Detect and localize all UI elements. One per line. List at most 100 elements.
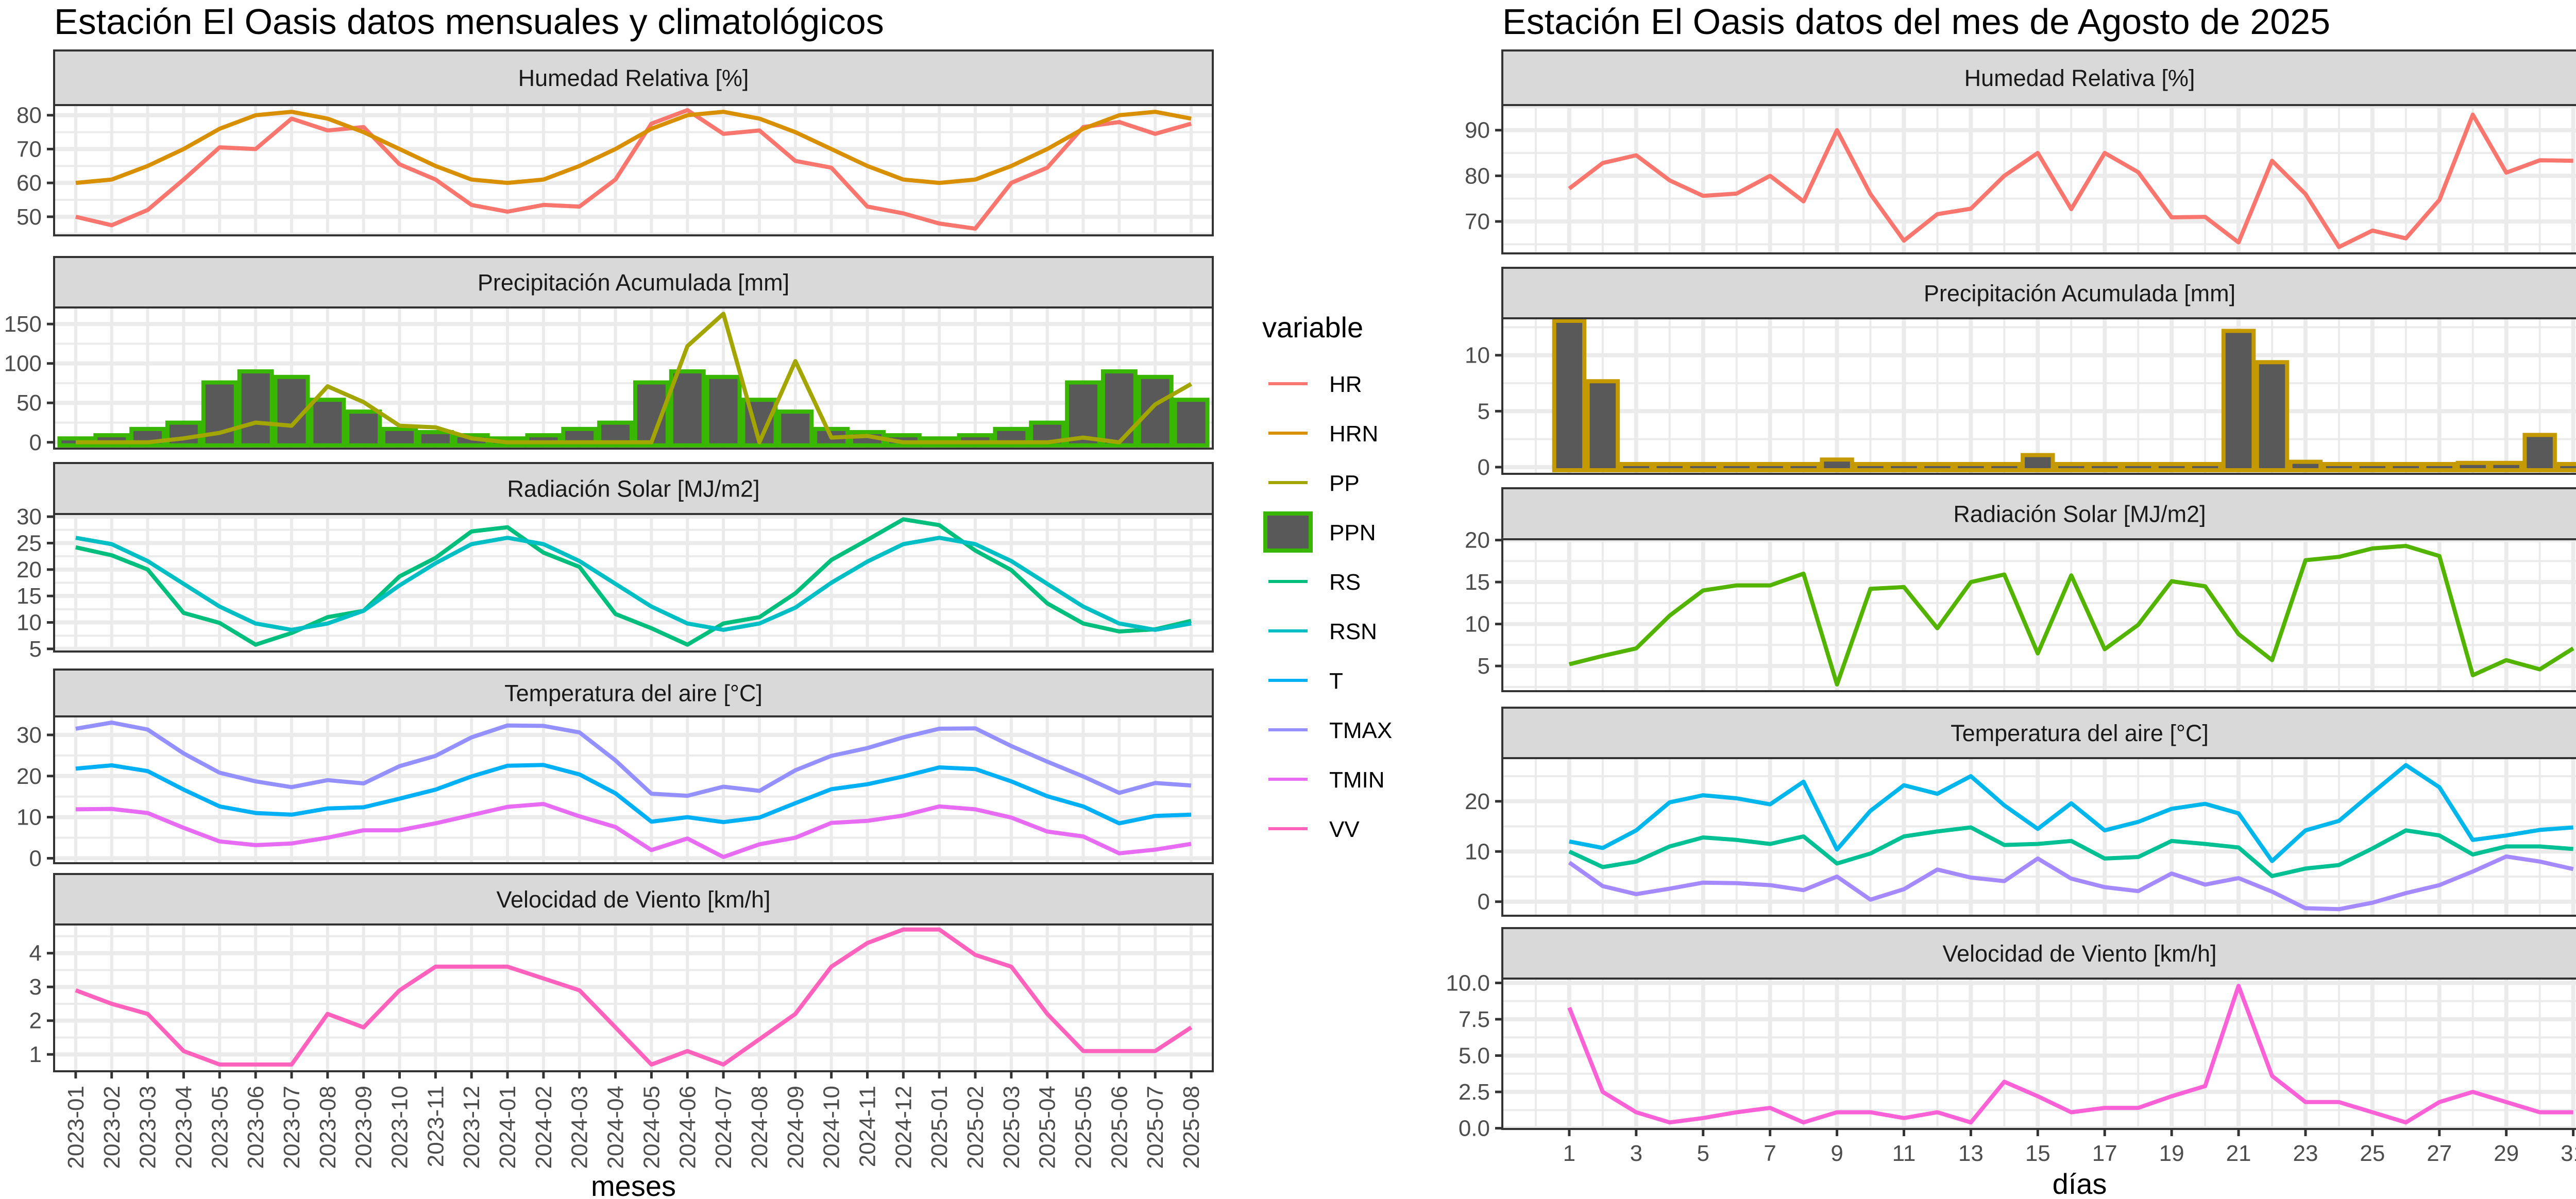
x-tick-label: 2024-03 — [567, 1086, 592, 1169]
y-tick-label: 60 — [16, 170, 42, 196]
legend-item-HR: HR — [1268, 372, 1362, 397]
y-tick-label: 25 — [16, 530, 42, 556]
x-tick-label: 5 — [1697, 1141, 1709, 1166]
x-axis-title: días — [2053, 1168, 2107, 1199]
panel-4: Temperatura del aire [°C] 0 10 20 30 — [16, 669, 1214, 871]
bar-PP — [2188, 461, 2223, 472]
y-tick-label: 15 — [16, 584, 42, 609]
x-tick-label: 13 — [1958, 1141, 1984, 1166]
series-line-RS — [1568, 544, 2574, 687]
facet-strip-label: Velocidad de Viento [km/h] — [496, 886, 770, 913]
facet-strip — [53, 462, 1214, 515]
bar-PP — [2087, 461, 2122, 472]
panel-1: Humedad Relativa [%] 70 80 90 — [1465, 49, 2576, 254]
bar-PP — [2455, 460, 2490, 472]
y-tick-label: 30 — [16, 723, 42, 748]
y-tick-label: 0 — [29, 846, 42, 871]
legend: variable HR HRN PP PPN RS RSN T TMAX TMIN VV — [1262, 311, 1392, 842]
y-tick-label: 90 — [1465, 118, 1490, 143]
x-tick-label: 2025-01 — [927, 1086, 952, 1169]
x-tick-label: 2023-01 — [63, 1086, 89, 1169]
series-line-TMAX — [75, 721, 1192, 798]
bar-PPN — [237, 369, 274, 448]
facet-strip-label: Temperatura del aire [°C] — [504, 680, 762, 707]
panel-border — [1501, 317, 2576, 475]
legend-label: HR — [1329, 372, 1362, 397]
bar-PP — [2321, 461, 2357, 472]
x-tick-label: 17 — [2092, 1141, 2117, 1166]
facet-strip — [1501, 927, 2576, 980]
x-tick-label: 2023-10 — [387, 1086, 413, 1169]
x-tick-label: 9 — [1831, 1141, 1843, 1166]
facet-strip-label: Precipitación Acumulada [mm] — [478, 269, 789, 296]
bar-PP — [1954, 461, 1988, 472]
facet-strip — [53, 49, 1214, 106]
legend-item-PP: PP — [1268, 471, 1360, 496]
x-tick-label: 2024-11 — [855, 1086, 880, 1167]
panel-border — [1501, 757, 2576, 917]
facet-strip — [53, 256, 1214, 309]
bar-PPN — [1100, 369, 1138, 448]
x-tick-label: 2024-09 — [783, 1086, 808, 1169]
facet-strip-label: Radiación Solar [MJ/m2] — [1953, 501, 2206, 527]
legend-key-bar — [1263, 511, 1313, 553]
bar-PP — [1585, 379, 1620, 472]
x-tick-label: 2023-09 — [351, 1086, 377, 1169]
legend-item-TMIN: TMIN — [1268, 767, 1385, 793]
x-tick-label: 2023-02 — [99, 1086, 125, 1169]
x-tick-label: 2023-11 — [423, 1086, 448, 1167]
x-tick-label: 2024-01 — [495, 1086, 520, 1169]
y-tick-label: 10 — [16, 610, 42, 636]
panel-border — [1501, 538, 2576, 692]
bar-PP — [2054, 461, 2089, 472]
legend-label: HRN — [1329, 421, 1378, 447]
panel-border — [53, 513, 1214, 653]
legend-item-VV: VV — [1268, 817, 1360, 842]
legend-item-PPN: PPN — [1263, 511, 1376, 553]
bar-PP — [2255, 360, 2290, 472]
bar-PP — [2522, 433, 2557, 472]
panel-5: Velocidad de Viento [km/h] 1 2 3 4 — [29, 873, 1214, 1072]
x-tick-label: 19 — [2159, 1141, 2184, 1166]
bar-PP — [1719, 461, 1754, 472]
x-tick-label: 2023-07 — [279, 1086, 304, 1169]
bar-PP — [2021, 453, 2055, 472]
series-line-RS — [75, 517, 1192, 647]
bar-PP — [1686, 461, 1720, 472]
facet-strip — [1501, 49, 2576, 106]
x-tick-label: 15 — [2025, 1141, 2050, 1166]
y-tick-label: 2.5 — [1459, 1080, 1490, 1105]
bar-PP — [1887, 461, 1921, 472]
panel-4: Temperatura del aire [°C] 0 10 20 — [1465, 707, 2576, 917]
series-line-T — [75, 763, 1192, 826]
bar-PP — [2154, 461, 2189, 472]
bar-PPN — [1065, 380, 1101, 448]
x-tick-label: 2024-07 — [711, 1086, 736, 1169]
legend-label: TMIN — [1329, 767, 1385, 793]
panel-border — [53, 923, 1214, 1072]
x-tick-label: 2024-06 — [675, 1086, 700, 1169]
x-tick-label: 25 — [2360, 1141, 2385, 1166]
x-tick-label: 2025-05 — [1071, 1086, 1096, 1169]
y-tick-label: 80 — [16, 103, 42, 128]
y-tick-label: 5.0 — [1459, 1043, 1490, 1069]
panel-border — [53, 715, 1214, 864]
bar-PPN — [1173, 398, 1210, 448]
y-tick-label: 3 — [29, 974, 42, 1000]
facet-strip-label: Humedad Relativa [%] — [518, 65, 749, 91]
y-tick-label: 4 — [29, 941, 42, 966]
legend-label: PP — [1329, 471, 1360, 496]
series-line-T — [1568, 825, 2573, 878]
legend-item-RS: RS — [1268, 570, 1361, 595]
y-tick-label: 20 — [16, 557, 42, 583]
x-tick-label: 2025-04 — [1035, 1086, 1060, 1169]
y-tick-label: 5 — [29, 637, 42, 662]
panel-3: Radiación Solar [MJ/m2] 5 10 15 20 — [1465, 487, 2576, 692]
x-tick-label: 2024-05 — [639, 1086, 664, 1169]
y-tick-label: 0 — [1478, 889, 1490, 915]
series-line-TMIN — [75, 802, 1192, 859]
x-tick-label: 2025-03 — [999, 1086, 1024, 1169]
x-tick-label: 2025-07 — [1143, 1086, 1168, 1169]
